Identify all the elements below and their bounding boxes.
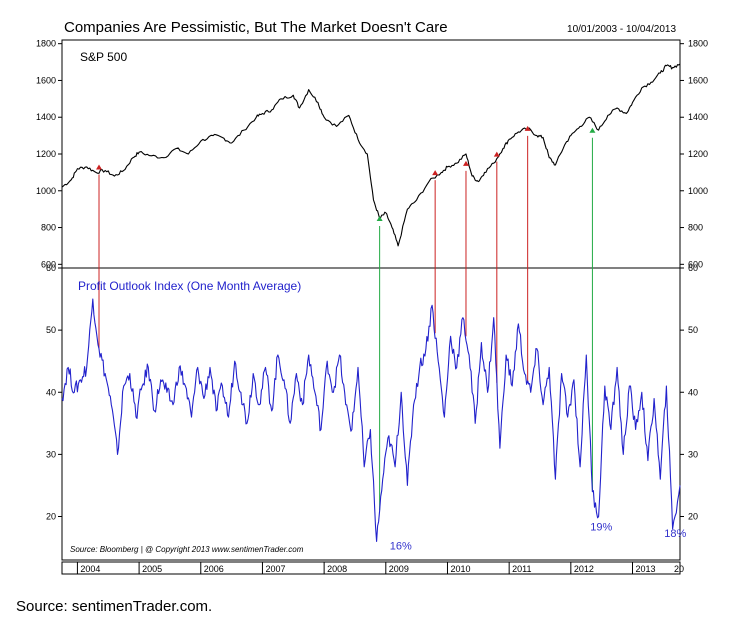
x-tick-label: 2009 [389,564,409,574]
y-tick-label-left: 60 [46,263,56,273]
signal-marker [462,160,469,166]
chart-title: Companies Are Pessimistic, But The Marke… [64,19,448,36]
y-tick-label-left: 1200 [36,149,56,159]
y-tick-label-left: 30 [46,449,56,459]
signal-marker [589,127,596,133]
y-tick-label-right: 40 [688,387,698,397]
x-tick-label: 2007 [265,564,285,574]
panel-label-sp500: S&P 500 [80,50,127,64]
x-tick-label: 2011 [512,564,531,574]
signal-marker [524,125,531,131]
x-tick-label: 2010 [450,564,470,574]
y-tick-label-left: 1000 [36,186,56,196]
x-tick-label: 20 [674,564,684,574]
y-tick-label-left: 600 [41,259,56,269]
data-label: 16% [390,540,412,552]
x-tick-label: 2012 [574,564,594,574]
panel-frame-sp500 [61,39,681,269]
source-caption: Source: sentimenTrader.com. [16,598,213,615]
y-tick-label-right: 50 [688,325,698,335]
y-tick-label-right: 1800 [688,39,708,49]
y-tick-label-right: 30 [688,449,698,459]
series-line-profit-outlook [61,298,681,542]
signal-marker [96,164,103,170]
y-tick-label-right: 1000 [688,186,708,196]
y-tick-label-right: 60 [688,263,698,273]
source-line: Source: Bloomberg | @ Copyright 2013 www… [70,545,304,554]
signal-marker [432,170,439,176]
y-tick-label-right: 1400 [688,112,708,122]
data-label: 19% [590,522,612,534]
panel-label-profit-outlook: Profit Outlook Index (One Month Average) [78,279,301,293]
y-tick-label-right: 800 [688,223,703,233]
signal-marker [376,216,383,222]
y-tick-label-left: 1800 [36,39,56,49]
y-tick-label-right: 1600 [688,75,708,85]
data-label: 18% [664,528,686,540]
y-tick-label-right: 600 [688,259,703,269]
y-tick-label-left: 20 [46,512,56,522]
y-tick-label-left: 1400 [36,112,56,122]
chart: Companies Are Pessimistic, But The Marke… [36,19,708,575]
x-tick-label: 2004 [80,564,100,574]
signal-marker [493,151,500,157]
x-tick-label: 2005 [142,564,162,574]
y-tick-label-left: 800 [41,223,56,233]
y-tick-label-left: 1600 [36,75,56,85]
date-range: 10/01/2003 - 10/04/2013 [567,24,676,35]
panel-frame-profit-outlook [61,267,681,561]
y-tick-label-right: 1200 [688,149,708,159]
y-tick-label-left: 50 [46,325,56,335]
y-tick-label-right: 20 [688,512,698,522]
x-tick-label: 2006 [204,564,224,574]
series-line-sp500 [61,63,681,247]
x-axis-strip [61,561,681,575]
y-tick-label-left: 40 [46,387,56,397]
x-tick-label: 2013 [636,564,656,574]
x-tick-label: 2008 [327,564,347,574]
